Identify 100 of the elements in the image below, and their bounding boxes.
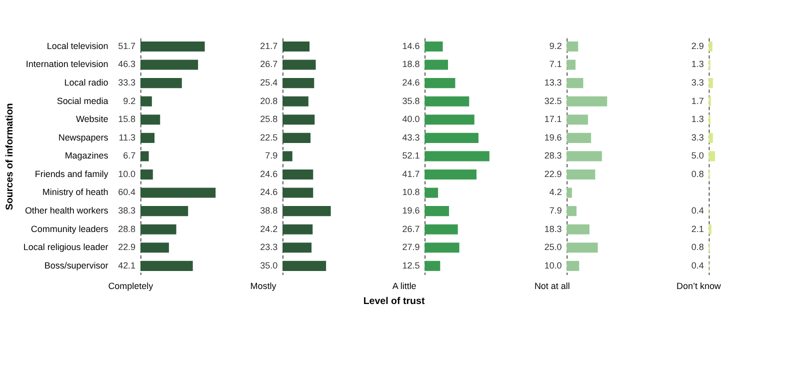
bar [424, 206, 449, 216]
y-tick-label: Magazines [64, 150, 109, 161]
bar [282, 242, 312, 253]
bar [140, 260, 193, 271]
bar [424, 78, 456, 88]
bar [424, 60, 448, 70]
bar [566, 78, 584, 88]
bar [424, 188, 438, 198]
bar [424, 151, 490, 162]
bar [140, 96, 152, 106]
data-label: 25.4 [260, 78, 278, 88]
x-axis-title: A little [392, 280, 416, 291]
bar [424, 224, 458, 234]
bar [424, 260, 440, 271]
data-label: 24.2 [260, 224, 278, 234]
bar [282, 224, 313, 234]
data-label: 1.3 [691, 59, 704, 70]
bar [140, 78, 182, 88]
data-label: 25.8 [260, 114, 278, 124]
data-label: 22.9 [544, 168, 562, 179]
bar [282, 151, 292, 162]
bar [140, 151, 149, 162]
y-tick-label: Local television [46, 40, 108, 51]
y-tick-label: Social media [56, 96, 108, 106]
bar [566, 60, 576, 70]
data-label: 14.6 [402, 40, 420, 51]
data-label: 3.3 [691, 132, 704, 142]
bar [566, 188, 572, 198]
bar [140, 60, 198, 70]
bar [140, 224, 176, 234]
data-label: 18.3 [544, 224, 562, 234]
data-label: 10.0 [118, 168, 136, 179]
bar [140, 206, 188, 216]
bar [566, 151, 602, 162]
data-label: 42.1 [118, 260, 136, 270]
y-tick-label: Friends and family [34, 168, 109, 179]
y-tick-label: Website [76, 114, 108, 124]
data-label: 38.8 [260, 206, 278, 216]
data-label: 23.3 [260, 242, 278, 252]
y-tick-label: Community leaders [30, 224, 109, 234]
y-tick-label: Local radio [64, 78, 108, 88]
data-label: 11.3 [118, 132, 136, 142]
data-label: 24.6 [402, 78, 420, 88]
data-label: 0.8 [691, 242, 704, 252]
bar [566, 206, 577, 216]
data-label: 32.5 [544, 96, 562, 106]
data-label: 0.4 [691, 206, 704, 216]
bar [424, 242, 460, 253]
bar [282, 260, 326, 271]
data-label: 2.9 [691, 40, 704, 51]
data-label: 25.0 [544, 242, 562, 252]
y-tick-label: Boss/supervisor [44, 260, 108, 270]
data-label: 19.6 [402, 206, 420, 216]
data-label: 60.4 [118, 187, 136, 198]
data-label: 7.9 [265, 150, 278, 161]
bar [140, 242, 169, 253]
text: Level of trust [363, 296, 426, 308]
data-label: 20.8 [260, 96, 278, 106]
x-axis-title: Don’t know [676, 280, 722, 291]
data-label: 19.6 [544, 132, 562, 142]
data-label: 5.0 [691, 150, 704, 161]
bar [282, 188, 314, 198]
bar [140, 114, 160, 125]
bar [566, 132, 592, 143]
y-tick-label: Newspapers [58, 132, 109, 142]
data-label: 4.2 [549, 187, 562, 198]
data-label: 38.3 [118, 206, 136, 216]
data-label: 2.1 [691, 224, 704, 234]
y-axis-title: Sources of information [4, 103, 16, 210]
data-label: 52.1 [402, 150, 420, 161]
x-axis-title: Mostly [250, 280, 277, 291]
data-label: 7.1 [549, 59, 562, 70]
data-label: 22.5 [260, 132, 278, 142]
bar [424, 169, 476, 180]
bar [282, 132, 311, 143]
data-label: 21.7 [260, 40, 278, 51]
data-label: 41.7 [402, 168, 420, 179]
bar [140, 41, 205, 52]
data-label: 9.2 [123, 96, 136, 106]
bar [282, 60, 316, 70]
data-label: 10.8 [402, 187, 420, 198]
data-label: 7.9 [549, 206, 562, 216]
data-label: 22.9 [118, 242, 136, 252]
data-label: 26.7 [402, 224, 420, 234]
data-label: 1.3 [691, 114, 704, 124]
bar [424, 96, 470, 106]
data-label: 0.8 [691, 168, 704, 179]
data-label: 35.8 [402, 96, 420, 106]
y-tick-label: Other health workers [24, 206, 109, 216]
data-label: 40.0 [402, 114, 420, 124]
data-label: 28.8 [118, 224, 136, 234]
y-tick-label: Ministry of heath [42, 187, 108, 198]
data-label: 24.6 [260, 187, 278, 198]
data-label: 51.7 [118, 40, 136, 51]
bar [424, 41, 443, 52]
bar [566, 224, 590, 234]
data-label: 12.5 [402, 260, 420, 270]
data-label: 6.7 [123, 150, 136, 161]
bar [566, 41, 578, 52]
bar [140, 132, 155, 143]
